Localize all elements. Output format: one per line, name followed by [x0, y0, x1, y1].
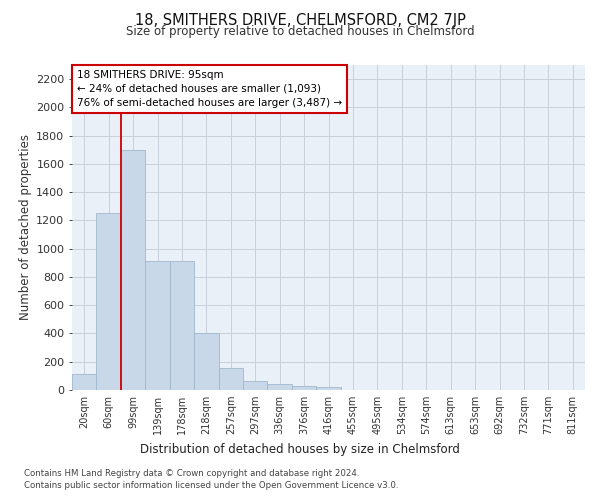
Y-axis label: Number of detached properties: Number of detached properties: [19, 134, 32, 320]
Bar: [218, 368, 243, 390]
Text: Contains public sector information licensed under the Open Government Licence v3: Contains public sector information licen…: [24, 481, 398, 490]
Bar: [170, 262, 194, 390]
Bar: [121, 150, 145, 390]
Bar: [268, 384, 292, 390]
Bar: [72, 374, 97, 390]
Text: Contains HM Land Registry data © Crown copyright and database right 2024.: Contains HM Land Registry data © Crown c…: [24, 469, 359, 478]
Bar: [97, 214, 121, 390]
Text: Size of property relative to detached houses in Chelmsford: Size of property relative to detached ho…: [125, 25, 475, 38]
Bar: [194, 334, 218, 390]
Bar: [145, 262, 170, 390]
Bar: [316, 387, 341, 390]
Text: 18 SMITHERS DRIVE: 95sqm
← 24% of detached houses are smaller (1,093)
76% of sem: 18 SMITHERS DRIVE: 95sqm ← 24% of detach…: [77, 70, 342, 108]
Text: Distribution of detached houses by size in Chelmsford: Distribution of detached houses by size …: [140, 442, 460, 456]
Bar: [243, 381, 268, 390]
Text: 18, SMITHERS DRIVE, CHELMSFORD, CM2 7JP: 18, SMITHERS DRIVE, CHELMSFORD, CM2 7JP: [134, 12, 466, 28]
Bar: [292, 386, 316, 390]
